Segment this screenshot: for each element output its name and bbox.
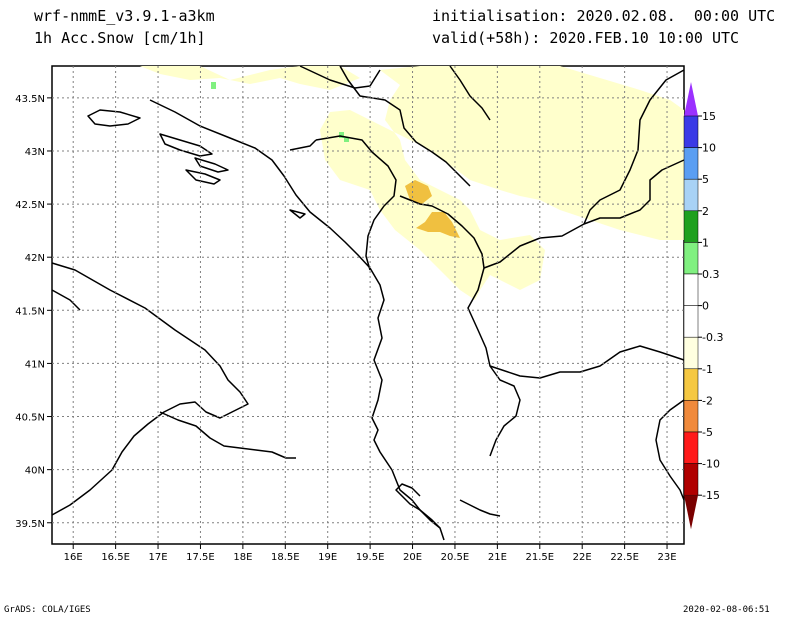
y-tick-labels: 39.5N 40N 40.5N 41N 41.5N 42N 42.5N 43N 43.5N — [15, 94, 52, 530]
y-tick-label: 42N — [25, 253, 45, 264]
colorbar-label: -15 — [702, 489, 720, 502]
colorbar-segment — [683, 431, 699, 464]
colorbar-segment — [683, 210, 699, 243]
colorbar-segment — [683, 242, 699, 275]
footer-left: GrADS: COLA/IGES — [4, 605, 91, 615]
x-tick-label: 19E — [318, 552, 337, 563]
colorbar-segment — [683, 178, 699, 212]
map-grid — [52, 66, 684, 544]
x-tick-label: 20.5E — [441, 552, 470, 563]
colorbar-label: -2 — [702, 394, 713, 407]
x-tick-label: 21.5E — [525, 552, 554, 563]
colorbar-label: 2 — [702, 205, 709, 218]
colorbar-label: 15 — [702, 110, 716, 123]
colorbar-segment — [683, 368, 699, 401]
x-tick-label: 23E — [658, 552, 677, 563]
colorbar-segment — [683, 115, 699, 148]
coastlines — [51, 65, 685, 541]
y-tick-label: 42.5N — [15, 200, 45, 211]
x-tick-label: 22.5E — [610, 552, 639, 563]
y-tick-label: 40.5N — [15, 413, 45, 424]
colorbar-segment — [683, 336, 699, 370]
valid-time: valid(+58h): 2020.FEB.10 10:00 UTC — [432, 29, 740, 47]
colorbar-label: 0 — [702, 300, 709, 313]
colorbar-segment — [683, 147, 699, 180]
colorbar-label: 10 — [702, 142, 716, 155]
footer-right: 2020-02-08-06:51 — [683, 605, 770, 615]
x-tick-label: 17E — [149, 552, 168, 563]
colorbar-segment — [683, 305, 699, 338]
x-tick-label: 22E — [573, 552, 592, 563]
y-tick-label: 40N — [25, 466, 45, 477]
colorbar-bottom-arrow — [684, 495, 698, 530]
colorbar-label: -1 — [702, 363, 713, 376]
colorbar-label: -10 — [702, 458, 720, 471]
x-tick-labels: 16E 16.5E 17E 17.5E 18E 18.5E 19E 19.5E 20E 20.5E… — [64, 544, 677, 563]
field-title: 1h Acc.Snow [cm/1h] — [34, 29, 206, 47]
model-title: wrf-nmmE_v3.9.1-a3km — [34, 7, 215, 25]
colorbar-segment — [683, 463, 699, 496]
colorbar-label: -0.3 — [702, 331, 723, 344]
y-tick-label: 41N — [25, 359, 45, 370]
x-tick-label: 16E — [64, 552, 83, 563]
colorbar-label: 0.3 — [702, 268, 720, 281]
y-tick-label: 43N — [25, 147, 45, 158]
x-tick-label: 19.5E — [356, 552, 385, 563]
x-tick-label: 20E — [403, 552, 422, 563]
colorbar-segment — [683, 273, 699, 306]
colorbar-label: -5 — [702, 426, 713, 439]
snow-field-light — [140, 66, 684, 300]
y-tick-label: 43.5N — [15, 94, 45, 105]
colorbar-label: 5 — [702, 173, 709, 186]
colorbar: 15 10 5 2 1 0.3 0 -0.3 -1 -2 -5 -10 -15 — [683, 82, 723, 530]
x-tick-label: 17.5E — [186, 552, 215, 563]
snow-field-mid — [405, 180, 460, 238]
init-time: initialisation: 2020.02.08. 00:00 UTC — [432, 7, 776, 25]
y-tick-label: 39.5N — [15, 519, 45, 530]
x-tick-label: 21E — [488, 552, 507, 563]
x-tick-label: 18E — [233, 552, 252, 563]
colorbar-top-arrow — [684, 82, 698, 116]
snow-field-green — [211, 82, 349, 142]
x-tick-label: 16.5E — [101, 552, 130, 563]
y-tick-label: 41.5N — [15, 306, 45, 317]
colorbar-label: 1 — [702, 236, 709, 249]
colorbar-segment — [683, 400, 699, 433]
x-tick-label: 18.5E — [271, 552, 300, 563]
